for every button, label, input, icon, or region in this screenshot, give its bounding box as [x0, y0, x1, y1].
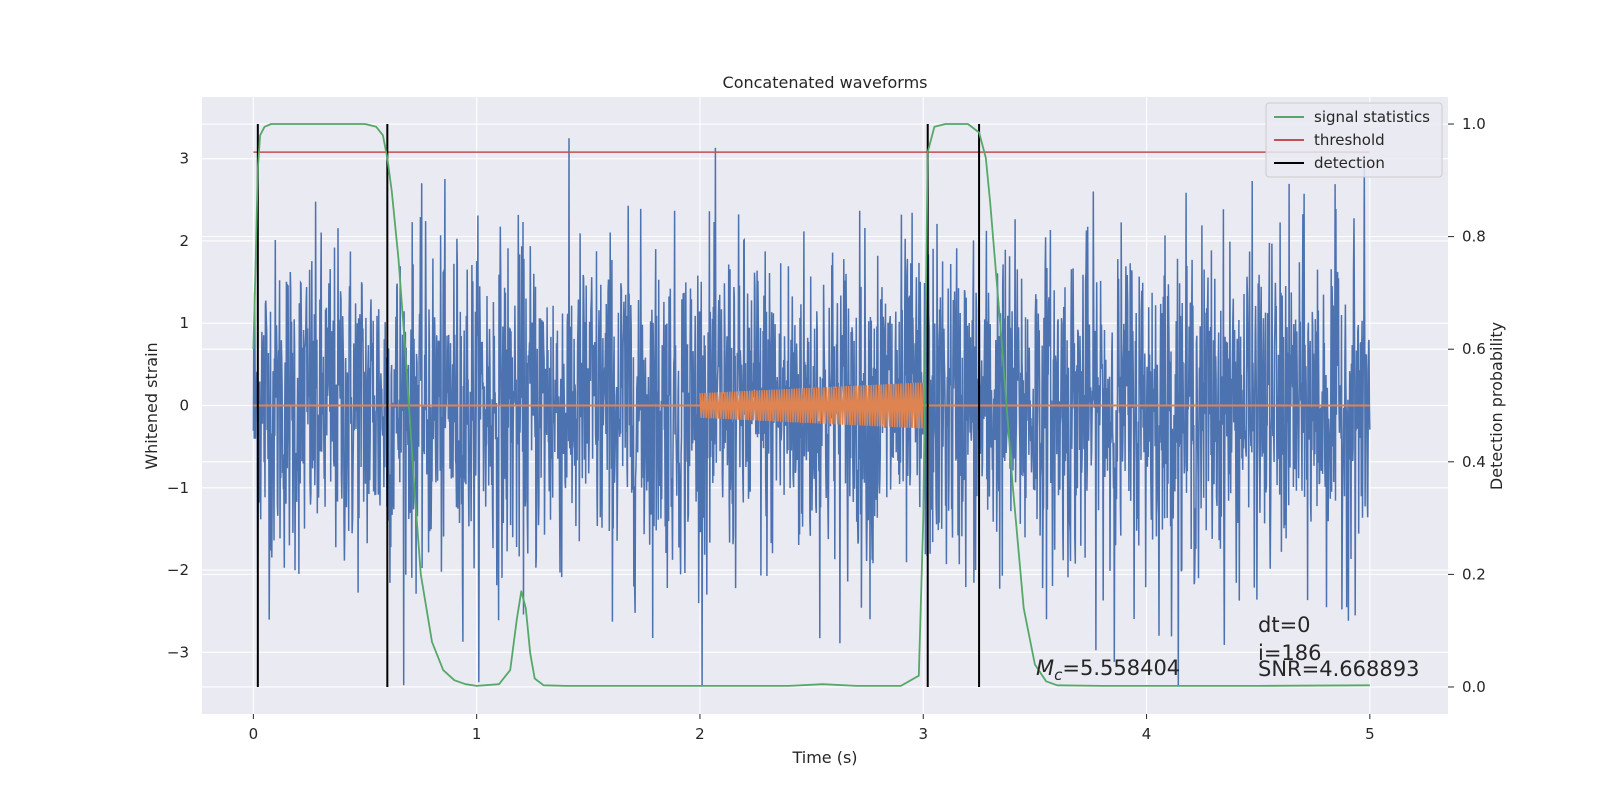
y-tick-label: −3 [167, 643, 189, 661]
x-tick-label: 0 [249, 725, 259, 743]
y-tick-label: 0 [179, 397, 189, 415]
legend-box [1265, 102, 1443, 178]
x-tick-label: 4 [1142, 725, 1152, 743]
injected-waveform-line [699, 382, 925, 429]
chirp-mass-subscript: c [1054, 666, 1063, 684]
strain-series-line [252, 138, 1371, 686]
index-annotation: i=186 [1258, 641, 1322, 665]
y-tick-label: 3 [179, 150, 189, 168]
y-right-tick-label: 0.2 [1462, 565, 1486, 583]
y-tick-label: −2 [167, 561, 189, 579]
x-axis-label: Time (s) [791, 748, 857, 767]
x-tick-label: 5 [1365, 725, 1375, 743]
y-tick-label: 1 [179, 314, 189, 332]
y-right-tick-label: 0.0 [1462, 678, 1486, 696]
y-tick-label: 2 [179, 232, 189, 250]
dt-annotation: dt=0 [1258, 613, 1311, 637]
legend-label: signal statistics [1314, 108, 1430, 126]
legend-label: threshold [1314, 131, 1385, 149]
y-right-tick-label: 1.0 [1462, 115, 1486, 133]
x-tick-label: 3 [918, 725, 928, 743]
x-tick-label: 1 [472, 725, 482, 743]
y-axis-label-right: Detection probability [1487, 322, 1506, 490]
chirp-mass-value: =5.558404 [1062, 656, 1180, 680]
y-right-tick-label: 0.4 [1462, 453, 1486, 471]
legend: signal statistics threshold detection [1265, 102, 1443, 178]
y-tick-label: −1 [167, 479, 189, 497]
signal-statistics-line [252, 123, 1370, 687]
x-tick-label: 2 [695, 725, 705, 743]
y-right-tick-label: 0.8 [1462, 228, 1486, 246]
chart-title: Concatenated waveforms [723, 73, 928, 92]
y-right-tick-label: 0.6 [1462, 340, 1486, 358]
tick-labels: 0 1 2 3 4 5 −3 −2 −1 0 1 2 3 0.0 0.2 0.4 0.6 0.8 1.0 [167, 115, 1486, 743]
snr-annotation: SNR=4.668893 [1258, 657, 1419, 681]
chirp-mass-symbol: M [1036, 656, 1054, 680]
y-axis-label-left: Whitened strain [142, 342, 161, 469]
legend-label: detection [1314, 154, 1385, 172]
chirp-mass-annotation: Mc=5.558404 [1036, 656, 1180, 684]
